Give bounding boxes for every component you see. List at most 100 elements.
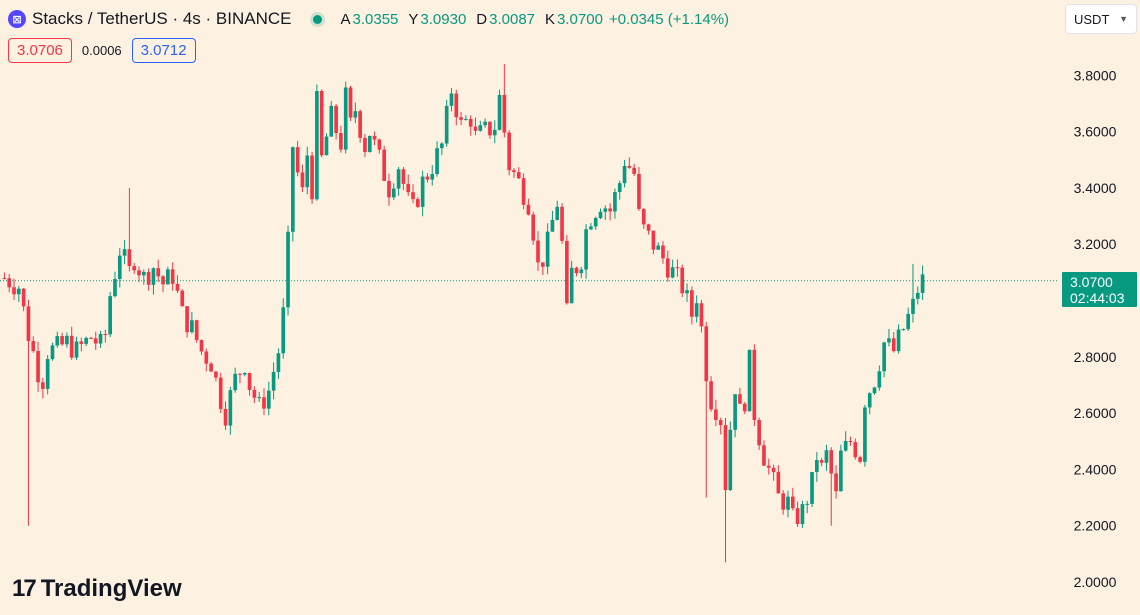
candle-body [555, 206, 560, 220]
candle-body [353, 111, 358, 118]
candle-body [473, 126, 478, 131]
candle-body [276, 353, 281, 372]
candle-body [834, 473, 838, 492]
price-change: +0.0345 (+1.14%) [608, 10, 730, 28]
symbol-title[interactable]: Stacks / TetherUS · 4s · BINANCE [32, 9, 292, 28]
stacks-logo-icon: ⊠ [8, 10, 26, 28]
candle-body [584, 229, 588, 270]
candle-body [464, 118, 468, 120]
candle-body [396, 169, 401, 189]
candle-body [132, 266, 137, 271]
candle-body [911, 298, 915, 314]
candle-body [757, 420, 761, 446]
candle-body [146, 271, 151, 285]
candle-body [718, 420, 723, 426]
candle-body [690, 290, 694, 317]
candle-body [122, 249, 127, 256]
candle-body [613, 191, 617, 212]
candle-body [680, 267, 685, 294]
candle-body [632, 167, 636, 174]
candle-body [766, 465, 771, 468]
candle-body [69, 335, 74, 358]
candle-body [565, 240, 569, 304]
candle-body [84, 337, 88, 344]
candle-body [185, 306, 189, 333]
candle-body [733, 394, 737, 430]
candle-body [593, 218, 598, 227]
candle-body [747, 349, 752, 412]
low-label: D [476, 10, 488, 28]
candle-body [848, 441, 853, 443]
candle-body [882, 342, 886, 372]
y-tick-label: 3.8000 [1074, 67, 1117, 83]
candle-body [819, 460, 824, 463]
candle-body [492, 129, 497, 136]
candle-body [242, 372, 247, 375]
candle-body [430, 174, 435, 180]
high-value: 3.0930 [420, 10, 467, 28]
candle-body [685, 290, 689, 294]
candle-body [113, 279, 117, 297]
candle-body [449, 93, 454, 106]
candle-body [598, 211, 603, 219]
candle-body [262, 397, 266, 409]
candle-body [372, 135, 377, 140]
y-tick-label: 3.6000 [1074, 124, 1117, 140]
candle-body [93, 338, 98, 344]
candle-body [752, 349, 757, 421]
candle-body [863, 407, 867, 462]
market-status-icon[interactable] [313, 14, 323, 24]
candle-body [896, 329, 901, 352]
candle-body [166, 269, 170, 285]
candle-body [358, 111, 362, 138]
candle-body [329, 105, 334, 137]
candle-body [233, 373, 237, 391]
candle-body [411, 192, 415, 200]
brand-name: TradingView [40, 575, 182, 602]
candle-body [156, 268, 161, 277]
candle-body [218, 377, 223, 409]
candle-body [247, 372, 252, 390]
candle-body [151, 268, 156, 285]
candle-body [31, 340, 36, 352]
candle-body [406, 183, 411, 193]
candle-body [103, 334, 108, 336]
candle-body [238, 373, 242, 375]
currency-select[interactable]: USDT ▼ [1065, 4, 1137, 34]
candle-body [704, 326, 709, 382]
candle-body [723, 425, 728, 491]
candle-body [266, 390, 271, 409]
candle-body [651, 230, 656, 250]
candle-body [228, 390, 233, 426]
tradingview-brand[interactable]: 17 TradingView [12, 575, 182, 603]
candle-body [2, 277, 7, 279]
countdown-value: 02:44:03 [1070, 289, 1125, 306]
candle-body [199, 340, 204, 352]
chart-legend: ⊠ Stacks / TetherUS · 4s · BINANCE A 3.03… [8, 8, 729, 30]
candle-body [656, 245, 661, 250]
candle-body [540, 262, 545, 267]
high-label: Y [408, 10, 419, 28]
ask-price-button[interactable]: 3.0712 [131, 38, 196, 63]
candle-body [319, 91, 324, 156]
candle-body [622, 165, 627, 184]
candle-body [536, 240, 540, 263]
candle-body [286, 231, 290, 308]
candle-body [531, 214, 536, 241]
candle-body [343, 87, 348, 150]
bid-price-button[interactable]: 3.0706 [8, 38, 72, 63]
candle-body [867, 393, 872, 408]
candle-body [108, 296, 112, 335]
low-value: 3.0087 [489, 10, 536, 28]
candle-body [161, 276, 165, 285]
candle-body [714, 409, 718, 421]
candle-body [117, 255, 122, 280]
candle-body [305, 155, 310, 188]
candle-body [26, 306, 31, 341]
candle-body [920, 274, 925, 293]
candle-body [401, 169, 406, 184]
candle-body [853, 442, 858, 458]
candle-body [367, 135, 372, 152]
candle-body [425, 176, 430, 180]
